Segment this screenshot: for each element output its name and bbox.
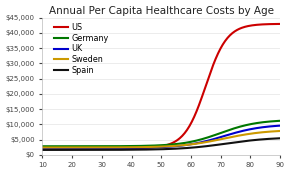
Germany (241, 125, 244, 127)
Title: Annual Per Capita Healthcare Costs by Age: Annual Per Capita Healthcare Costs by Ag… (49, 6, 274, 15)
Spain (278, 137, 282, 139)
US (41, 147, 45, 149)
Germany (41, 145, 45, 147)
Sweden (41, 147, 44, 149)
Spain (181, 147, 185, 149)
Spain (41, 149, 45, 151)
Spain (182, 147, 186, 149)
US (278, 23, 282, 25)
Germany (181, 142, 185, 144)
Sweden (182, 144, 186, 146)
Germany (41, 145, 44, 147)
Sweden (181, 144, 185, 146)
UK (41, 147, 45, 149)
Line: UK: UK (42, 126, 280, 148)
Sweden (41, 147, 45, 149)
Germany (186, 141, 190, 143)
UK (241, 130, 244, 132)
Germany (256, 122, 260, 124)
Sweden (241, 134, 244, 136)
Legend: US, Germany, UK, Sweden, Spain: US, Germany, UK, Sweden, Spain (54, 23, 108, 75)
Line: Spain: Spain (42, 138, 280, 150)
Sweden (186, 144, 190, 146)
Spain (186, 147, 190, 149)
UK (41, 147, 44, 149)
US (182, 133, 186, 135)
Sweden (278, 130, 282, 132)
UK (256, 127, 260, 129)
Spain (256, 139, 260, 141)
US (41, 147, 44, 149)
Line: Sweden: Sweden (42, 131, 280, 148)
US (181, 134, 185, 136)
Sweden (256, 132, 260, 134)
UK (182, 144, 186, 146)
Spain (41, 149, 44, 151)
US (256, 24, 260, 26)
Line: Germany: Germany (42, 121, 280, 146)
US (241, 26, 244, 29)
US (186, 128, 190, 130)
Germany (182, 142, 186, 144)
UK (181, 144, 185, 147)
UK (278, 125, 282, 127)
Spain (241, 140, 244, 142)
Line: US: US (42, 24, 280, 148)
UK (186, 144, 190, 146)
Germany (278, 120, 282, 122)
